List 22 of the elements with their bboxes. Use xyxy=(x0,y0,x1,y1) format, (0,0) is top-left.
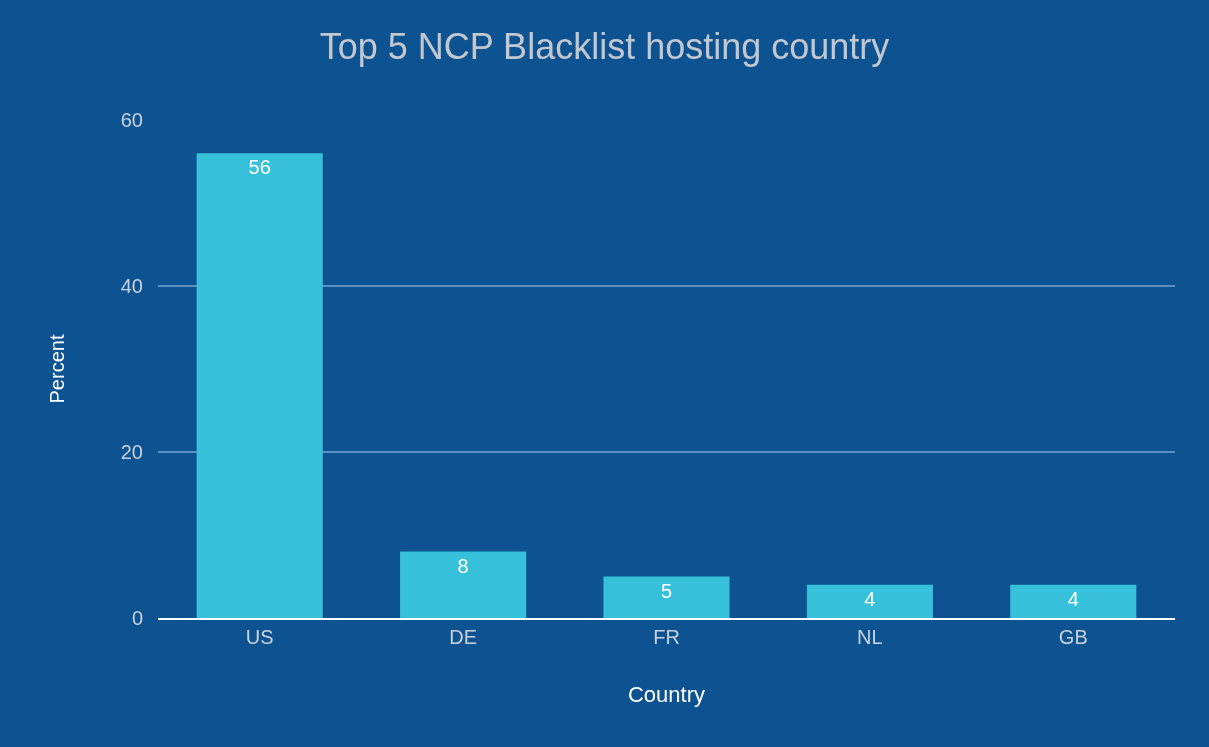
bar xyxy=(196,153,323,618)
bar xyxy=(806,584,933,618)
y-tick-label: 60 xyxy=(120,109,143,131)
y-tick-label: 20 xyxy=(120,441,143,463)
x-tick-label: NL xyxy=(857,626,883,648)
bar xyxy=(603,576,730,618)
x-tick-label: GB xyxy=(1058,626,1088,648)
bar xyxy=(400,551,527,618)
data-label: 4 xyxy=(864,587,876,610)
data-label: 4 xyxy=(1067,587,1079,610)
y-axis-title: Percent xyxy=(46,334,69,404)
data-label: 8 xyxy=(457,554,469,577)
data-label: 56 xyxy=(248,156,271,179)
x-axis-title: Country xyxy=(627,682,706,708)
chart-title: Top 5 NCP Blacklist hosting country xyxy=(319,25,890,67)
y-tick-label: 0 xyxy=(131,607,143,629)
x-tick-label: DE xyxy=(449,626,477,648)
y-tick-label: 40 xyxy=(120,275,143,297)
x-tick-label: US xyxy=(245,626,274,648)
bar xyxy=(1010,584,1137,618)
data-label: 5 xyxy=(660,579,673,602)
x-tick-label: FR xyxy=(653,626,680,648)
